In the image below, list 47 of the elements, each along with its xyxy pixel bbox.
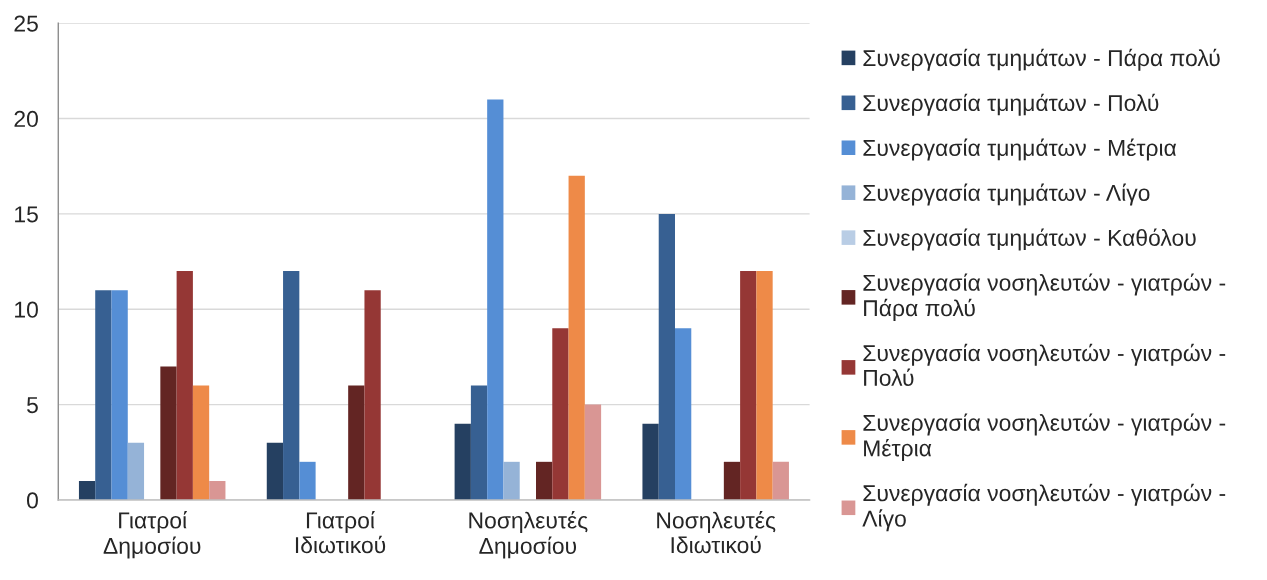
legend-label: Συνεργασία τμημάτων - Πολύ [863, 93, 1159, 116]
bar [192, 385, 210, 500]
bar [283, 271, 300, 500]
legend-label: Συνεργασία νοσηλευτών - γιατρών - Λίγο [862, 483, 1226, 532]
bar [160, 366, 177, 500]
bar [470, 385, 488, 500]
legend-label: Συνεργασία νοσηλευτών - γιατρών - Πάρα πολύ [863, 273, 1226, 321]
y-tick-label: 20 [14, 110, 38, 128]
legend-label: Συνεργασία νοσηλευτών - γιατρών - Πολύ [863, 343, 1226, 386]
bar [78, 480, 96, 500]
bar [756, 271, 773, 500]
bar [95, 290, 112, 500]
bar [266, 442, 284, 500]
y-tick-label: 25 [14, 15, 38, 32]
bar [772, 461, 789, 500]
legend-label: Συνεργασία τμημάτων - Μέτρια [863, 138, 1177, 161]
bar [209, 480, 226, 500]
bar [348, 385, 365, 500]
bar [658, 213, 675, 500]
bar [454, 423, 471, 500]
y-tick-label: 0 [26, 492, 38, 509]
x-tick-label: Νοσηλευτές Ιδιωτικού [657, 511, 776, 554]
y-tick-label: 15 [15, 206, 38, 223]
bar [675, 328, 692, 500]
legend-label: Συνεργασία νοσηλευτών - γιατρών - Μέτρια [863, 413, 1226, 461]
bar [740, 271, 757, 500]
bar [127, 442, 145, 500]
y-tick-label: 5 [27, 397, 38, 414]
legend-label: Συνεργασία τμημάτων - Λίγο [863, 183, 1150, 206]
bar [487, 99, 504, 500]
x-tick-label: Γιατροί Δημοσίου [103, 511, 201, 559]
bar [536, 461, 553, 500]
legend-label: Συνεργασία τμημάτων - Καθόλου [863, 228, 1196, 251]
bar [642, 423, 659, 500]
x-tick-label: Νοσηλευτές Δημοσίου [469, 511, 588, 559]
bar [503, 461, 520, 500]
bar [176, 271, 193, 500]
bar [552, 328, 569, 500]
bar [723, 461, 741, 500]
bar [364, 290, 381, 500]
bar [111, 290, 128, 500]
bar [584, 404, 602, 500]
legend-label: Συνεργασία τμημάτων - Πάρα πολύ [863, 48, 1220, 71]
x-tick-label: Γιατροί Ιδιωτικού [295, 511, 386, 554]
bar [299, 461, 316, 500]
y-tick-label: 10 [15, 301, 38, 318]
bar [568, 175, 585, 500]
